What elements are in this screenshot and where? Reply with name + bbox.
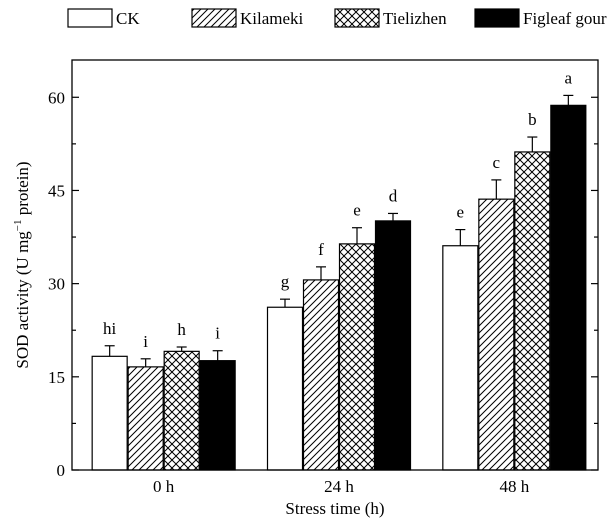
legend: CK Kilameki Tielizhen Figleaf gourd bbox=[67, 8, 607, 28]
bar bbox=[550, 104, 587, 471]
significance-letter: b bbox=[528, 110, 537, 129]
legend-swatch bbox=[474, 8, 520, 28]
significance-letter: d bbox=[389, 186, 398, 205]
bar bbox=[514, 151, 551, 471]
significance-letter: i bbox=[143, 332, 148, 351]
bar bbox=[442, 245, 479, 471]
y-axis-label: SOD activity (U mg−1 protein) bbox=[12, 161, 32, 368]
bar bbox=[266, 306, 304, 471]
y-tick-label: 45 bbox=[48, 181, 65, 200]
y-axis-label-tail: protein) bbox=[13, 161, 32, 219]
bar bbox=[374, 220, 412, 471]
legend-swatch bbox=[334, 8, 380, 28]
significance-letter: e bbox=[457, 203, 465, 222]
y-axis-label-superscript: −1 bbox=[12, 219, 24, 231]
significance-letter: a bbox=[565, 68, 573, 87]
bar bbox=[338, 243, 376, 471]
x-axis: 0 h 24 h 48 h bbox=[153, 463, 530, 496]
y-tick-label: 60 bbox=[48, 88, 65, 107]
y-axis: 0 15 30 45 60 bbox=[48, 88, 598, 480]
y-tick-label: 15 bbox=[48, 368, 65, 387]
bar bbox=[127, 366, 164, 471]
x-axis-label: Stress time (h) bbox=[285, 499, 384, 518]
significance-letter: g bbox=[281, 272, 290, 291]
significance-letter: c bbox=[493, 153, 501, 172]
legend-swatch bbox=[67, 8, 113, 28]
bar bbox=[302, 279, 340, 471]
legend-label: Figleaf gourd bbox=[523, 9, 607, 28]
plot-frame bbox=[71, 59, 599, 471]
legend-label: CK bbox=[116, 9, 140, 28]
significance-letter: e bbox=[353, 201, 361, 220]
y-axis-label-main: SOD activity (U mg bbox=[13, 231, 32, 369]
x-tick-label: 24 h bbox=[324, 477, 354, 496]
significance-letter: h bbox=[177, 320, 186, 339]
significance-letter: i bbox=[215, 324, 220, 343]
legend-swatch bbox=[191, 8, 237, 28]
legend-label: Tielizhen bbox=[383, 9, 447, 28]
x-tick-label: 0 h bbox=[153, 477, 175, 496]
bar bbox=[478, 198, 515, 471]
significance-letter: hi bbox=[103, 319, 117, 338]
y-tick-label: 30 bbox=[48, 275, 65, 294]
significance-letter: f bbox=[318, 240, 324, 259]
bar bbox=[199, 360, 236, 471]
bar bbox=[163, 350, 200, 471]
x-tick-label: 48 h bbox=[499, 477, 529, 496]
legend-label: Kilameki bbox=[240, 9, 304, 28]
bar bbox=[91, 355, 128, 471]
y-tick-label: 0 bbox=[57, 461, 66, 480]
